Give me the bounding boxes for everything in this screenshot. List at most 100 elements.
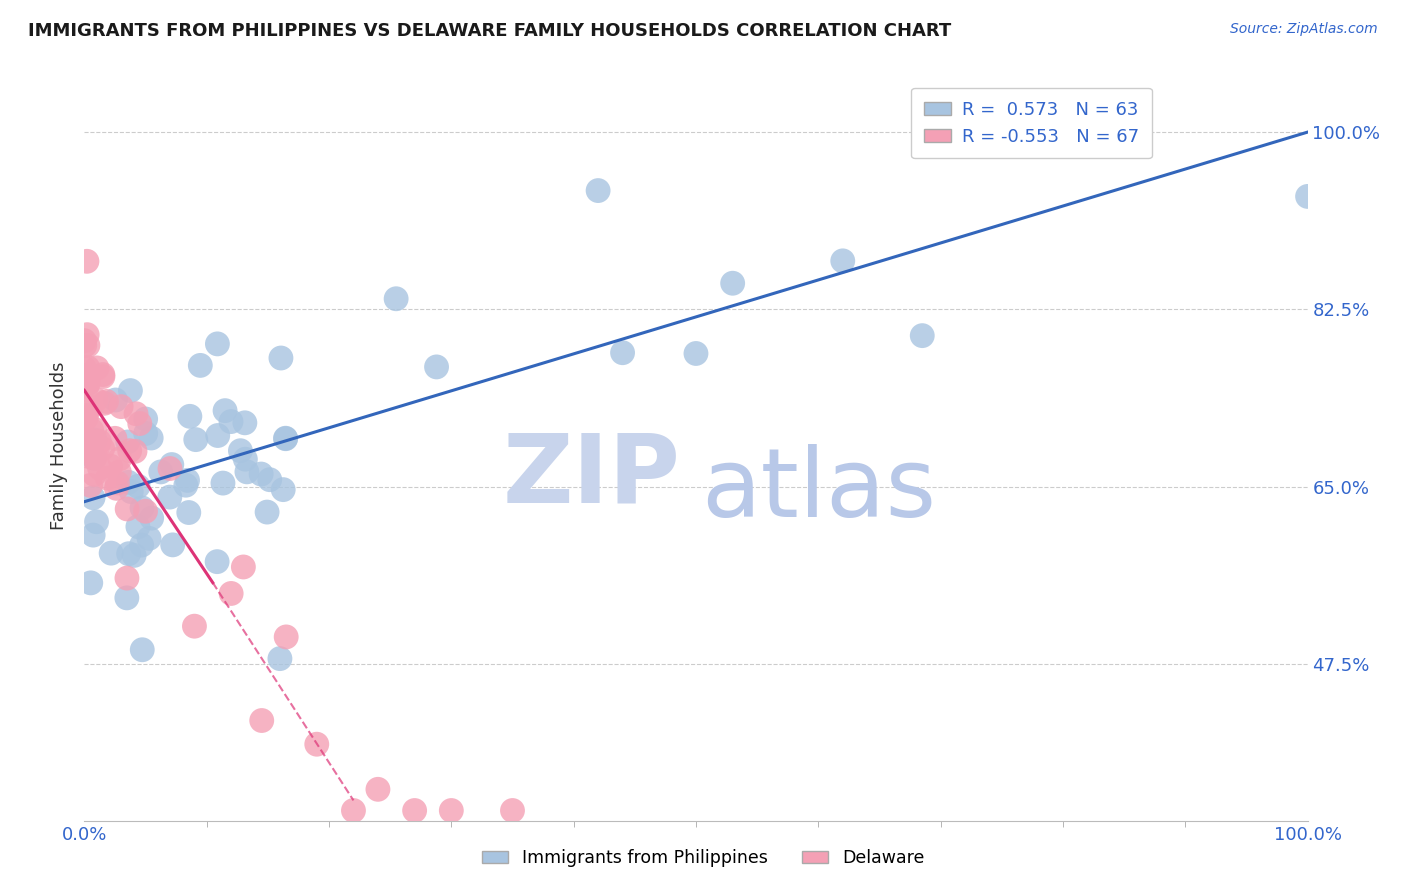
Legend: Immigrants from Philippines, Delaware: Immigrants from Philippines, Delaware bbox=[475, 843, 931, 874]
Point bbox=[76, 368, 98, 383]
Point bbox=[96, 471, 118, 485]
Point bbox=[149, 465, 172, 479]
Text: ZIP: ZIP bbox=[503, 429, 681, 523]
Point bbox=[77, 338, 100, 352]
Point bbox=[232, 560, 254, 574]
Point bbox=[76, 379, 98, 393]
Point bbox=[131, 500, 153, 515]
Point bbox=[141, 431, 163, 445]
Point bbox=[76, 360, 98, 375]
Point bbox=[73, 361, 96, 376]
Point bbox=[214, 403, 236, 417]
Point bbox=[76, 434, 98, 449]
Point bbox=[128, 417, 150, 431]
Point bbox=[425, 359, 447, 374]
Point bbox=[276, 630, 298, 644]
Point bbox=[125, 407, 148, 421]
Point bbox=[259, 473, 281, 487]
Point bbox=[83, 467, 105, 482]
Point bbox=[685, 346, 707, 360]
Point bbox=[135, 412, 157, 426]
Point bbox=[440, 804, 463, 818]
Point bbox=[79, 434, 101, 449]
Point bbox=[256, 505, 278, 519]
Text: Source: ZipAtlas.com: Source: ZipAtlas.com bbox=[1230, 22, 1378, 37]
Point bbox=[89, 460, 111, 475]
Point bbox=[108, 465, 131, 479]
Point bbox=[207, 428, 229, 442]
Point bbox=[86, 515, 108, 529]
Point bbox=[135, 426, 157, 441]
Point bbox=[177, 506, 200, 520]
Point bbox=[77, 376, 100, 391]
Point bbox=[219, 415, 242, 429]
Point bbox=[188, 359, 211, 373]
Point bbox=[179, 409, 201, 424]
Text: atlas: atlas bbox=[700, 444, 936, 538]
Point bbox=[89, 434, 111, 449]
Point bbox=[229, 443, 252, 458]
Point bbox=[76, 327, 98, 342]
Point bbox=[100, 459, 122, 474]
Point bbox=[84, 449, 107, 463]
Point bbox=[207, 337, 229, 351]
Point bbox=[104, 392, 127, 407]
Point bbox=[82, 491, 104, 505]
Point bbox=[118, 547, 141, 561]
Point bbox=[93, 396, 115, 410]
Point bbox=[138, 532, 160, 546]
Point bbox=[250, 714, 273, 728]
Point bbox=[124, 444, 146, 458]
Point bbox=[91, 442, 114, 456]
Point bbox=[127, 519, 149, 533]
Legend: R =  0.573   N = 63, R = -0.553   N = 67: R = 0.573 N = 63, R = -0.553 N = 67 bbox=[911, 88, 1152, 158]
Point bbox=[83, 451, 105, 466]
Point bbox=[84, 436, 107, 450]
Point bbox=[79, 401, 101, 415]
Point bbox=[115, 571, 138, 585]
Point bbox=[96, 394, 118, 409]
Point bbox=[612, 345, 634, 359]
Point bbox=[131, 538, 153, 552]
Point bbox=[141, 511, 163, 525]
Point bbox=[127, 479, 149, 493]
Point bbox=[86, 360, 108, 375]
Point bbox=[75, 369, 97, 384]
Point bbox=[91, 368, 114, 382]
Point bbox=[82, 528, 104, 542]
Point bbox=[79, 478, 101, 492]
Point bbox=[75, 409, 97, 423]
Point bbox=[115, 591, 138, 605]
Point bbox=[73, 441, 96, 455]
Point bbox=[73, 413, 96, 427]
Point bbox=[117, 434, 139, 449]
Point bbox=[174, 478, 197, 492]
Point bbox=[110, 400, 132, 414]
Point bbox=[83, 422, 105, 436]
Point bbox=[274, 431, 297, 445]
Point bbox=[367, 782, 389, 797]
Point bbox=[122, 549, 145, 563]
Point bbox=[120, 484, 142, 499]
Point bbox=[270, 351, 292, 365]
Point bbox=[342, 804, 364, 818]
Point bbox=[104, 431, 127, 445]
Point bbox=[183, 619, 205, 633]
Point bbox=[205, 555, 228, 569]
Point bbox=[84, 392, 107, 407]
Point bbox=[80, 423, 103, 437]
Point bbox=[83, 451, 105, 466]
Point bbox=[911, 328, 934, 343]
Point bbox=[91, 369, 114, 384]
Point bbox=[274, 432, 297, 446]
Point bbox=[86, 442, 108, 456]
Point bbox=[105, 481, 128, 495]
Point bbox=[73, 338, 96, 352]
Y-axis label: Family Households: Family Households bbox=[49, 362, 67, 530]
Point bbox=[159, 461, 181, 475]
Point bbox=[250, 467, 273, 481]
Point bbox=[271, 483, 294, 497]
Point bbox=[1114, 109, 1136, 123]
Point bbox=[212, 476, 235, 491]
Text: IMMIGRANTS FROM PHILIPPINES VS DELAWARE FAMILY HOUSEHOLDS CORRELATION CHART: IMMIGRANTS FROM PHILIPPINES VS DELAWARE … bbox=[28, 22, 952, 40]
